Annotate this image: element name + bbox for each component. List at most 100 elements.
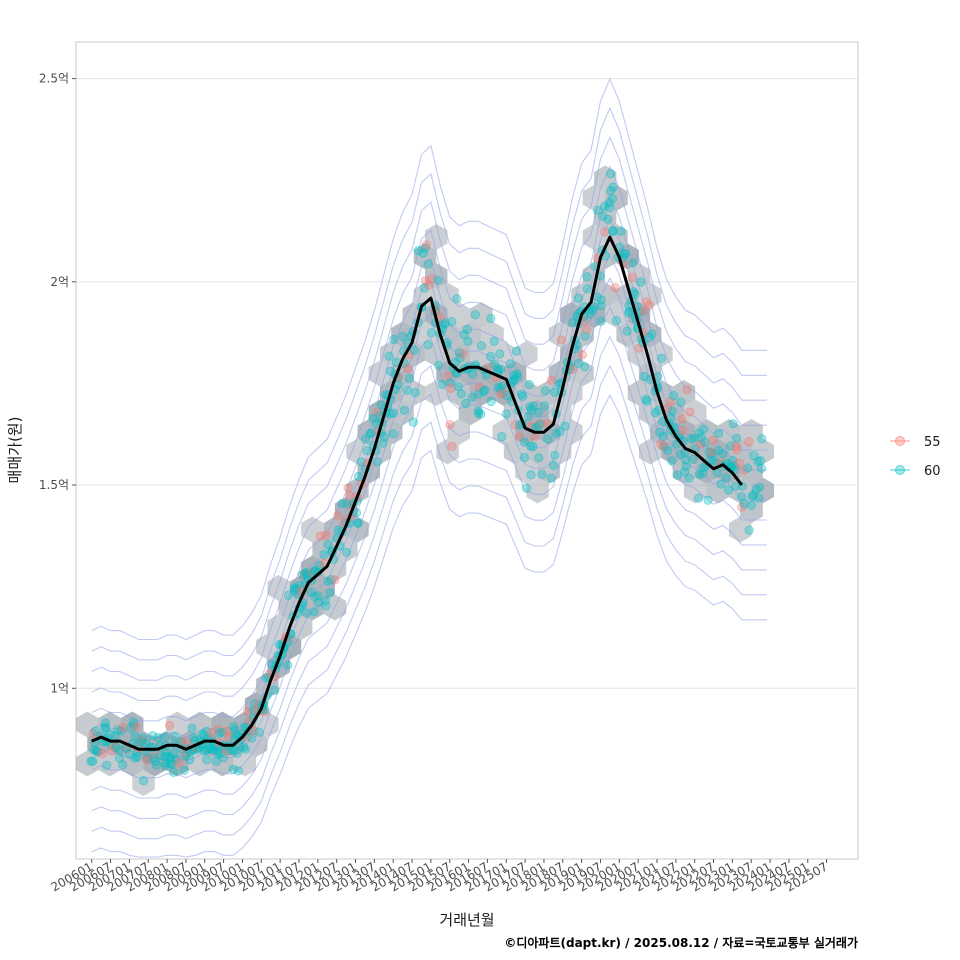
scatter-point-533 xyxy=(647,329,657,339)
scatter-point-507 xyxy=(624,306,634,316)
scatter-point-255 xyxy=(353,518,363,528)
scatter-point-357 xyxy=(463,336,473,346)
scatter-point-585 xyxy=(698,424,709,434)
scatter-point-35 xyxy=(128,717,138,727)
scatter-points xyxy=(86,169,767,786)
scatter-point-384 xyxy=(496,364,506,374)
scatter-point-459 xyxy=(573,293,584,303)
scatter-point-282 xyxy=(385,366,395,376)
scatter-point-388 xyxy=(497,431,507,442)
scatter-point-600 xyxy=(713,445,723,456)
scatter-point-287 xyxy=(388,408,399,418)
scatter-point-313 xyxy=(418,248,428,258)
scatter-point-493 xyxy=(608,226,618,236)
scatter-point-309 xyxy=(413,246,423,256)
scatter-point-297 xyxy=(399,405,409,415)
hexbin-155 xyxy=(740,497,763,523)
hexbin-95 xyxy=(503,438,527,465)
source-caption: ©디아파트(dapt.kr) / 2025.08.12 / 자료=국토교통부 실… xyxy=(504,935,858,950)
scatter-point-390 xyxy=(497,381,507,391)
scatter-point-254 xyxy=(353,471,364,482)
scatter-point-318 xyxy=(421,240,431,250)
scatter-point-203 xyxy=(301,608,311,618)
hexbin-55 xyxy=(368,360,392,387)
scatter-point-340 xyxy=(447,317,457,327)
scatter-point-401 xyxy=(509,375,519,385)
scatter-point-497 xyxy=(611,315,622,326)
contour-line-10 xyxy=(91,106,767,661)
scatter-point-572 xyxy=(682,384,692,395)
scatter-point-244 xyxy=(343,483,353,493)
scatter-point-635 xyxy=(754,482,765,492)
scatter-point-494 xyxy=(607,194,618,204)
scatter-point-336 xyxy=(445,420,455,430)
scatter-point-547 xyxy=(663,445,673,455)
hexbin-149 xyxy=(706,477,729,504)
scatter-point-242 xyxy=(341,547,352,557)
scatter-point-285 xyxy=(388,429,398,439)
contour-line-2 xyxy=(91,335,767,819)
x-axis: 2006012006072007012007072008012008072009… xyxy=(49,859,830,895)
scatter-point-587 xyxy=(700,437,710,447)
hexbin-106 xyxy=(560,380,583,406)
hexbin-56 xyxy=(391,321,414,348)
scatter-point-445 xyxy=(560,421,570,431)
hexbin-9 xyxy=(132,770,155,796)
hexbin-66 xyxy=(425,341,448,367)
scatter-point-382 xyxy=(493,364,503,374)
scatter-point-556 xyxy=(668,390,679,401)
scatter-point-264 xyxy=(368,413,378,423)
scatter-point-571 xyxy=(681,461,691,471)
legend-item-55: 55 xyxy=(890,435,941,450)
scatter-point-107 xyxy=(202,755,212,765)
scatter-point-575 xyxy=(686,434,697,444)
scatter-point-636 xyxy=(755,455,766,466)
scatter-point-542 xyxy=(656,353,667,363)
scatter-point-229 xyxy=(326,574,336,585)
hexbin-131 xyxy=(638,360,662,387)
scatter-point-504 xyxy=(620,249,630,259)
hexbin-98 xyxy=(515,458,538,484)
scatter-point-63 xyxy=(160,761,170,771)
scatter-point-637 xyxy=(756,463,767,473)
scatter-point-565 xyxy=(677,414,687,424)
scatter-point-603 xyxy=(718,448,728,459)
scatter-point-15 xyxy=(102,760,112,771)
scatter-point-623 xyxy=(739,499,749,509)
scatter-point-223 xyxy=(319,549,329,560)
scatter-point-443 xyxy=(556,335,567,345)
hexbin-156 xyxy=(740,458,763,484)
scatter-point-526 xyxy=(639,306,649,316)
scatter-point-467 xyxy=(582,284,592,294)
y-tick-label-1: 1.5억 xyxy=(39,478,69,492)
scatter-point-344 xyxy=(452,294,462,304)
scatter-point-606 xyxy=(723,485,734,495)
scatter-point-509 xyxy=(627,272,638,282)
scatter-point-125 xyxy=(218,753,228,763)
scatter-point-434 xyxy=(546,375,556,385)
scatter-point-361 xyxy=(470,309,480,320)
scatter-point-88 xyxy=(185,754,195,765)
scatter-point-466 xyxy=(580,362,590,372)
scatter-point-508 xyxy=(622,326,632,336)
scatter-point-225 xyxy=(321,530,331,540)
y-axis-title: 매매가(원) xyxy=(6,417,24,484)
hexbin-18 xyxy=(211,711,234,738)
scatter-point-47 xyxy=(139,776,149,786)
legend-label-55: 55 xyxy=(924,435,941,450)
scatter-point-261 xyxy=(362,446,372,456)
hexbin-94 xyxy=(526,477,549,504)
scatter-point-119 xyxy=(215,728,225,738)
scatter-point-391 xyxy=(501,390,512,400)
hexbin-72 xyxy=(447,419,470,445)
legend: 55 60 xyxy=(890,435,941,479)
scatter-point-629 xyxy=(746,500,757,510)
trend-line-layer xyxy=(91,235,743,751)
scatter-point-321 xyxy=(426,328,436,338)
scatter-point-137 xyxy=(232,748,243,758)
scatter-point-4 xyxy=(90,726,101,736)
scatter-point-27 xyxy=(118,722,128,733)
scatter-point-245 xyxy=(344,491,354,501)
scatter-point-349 xyxy=(454,348,464,358)
scatter-point-226 xyxy=(323,539,333,550)
